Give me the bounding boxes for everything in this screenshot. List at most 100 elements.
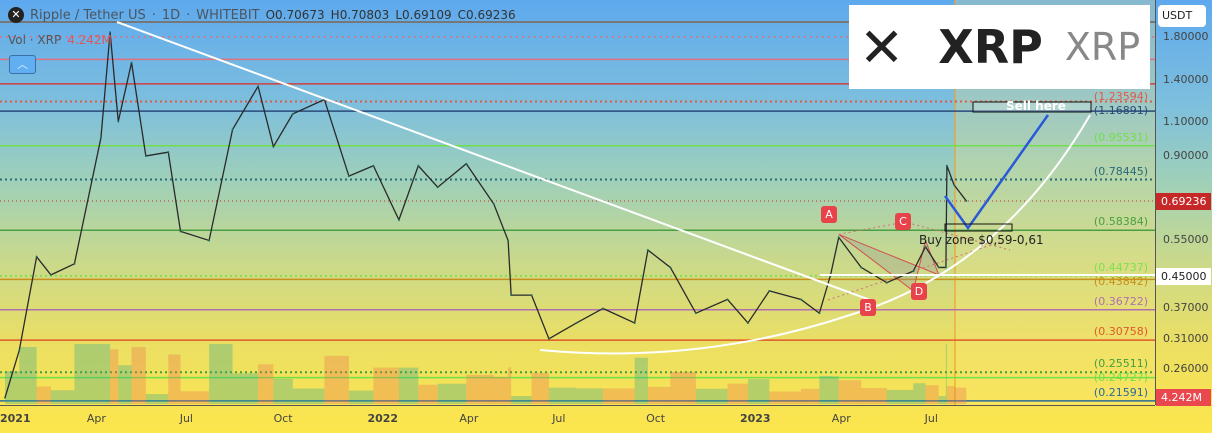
volume-bar: [886, 389, 914, 404]
price-point: [602, 307, 605, 310]
logo-name: XRP: [1064, 25, 1141, 69]
symbol-name[interactable]: Ripple / Tether US: [30, 7, 146, 23]
volume-bar: [324, 355, 349, 404]
volume-bar: [209, 344, 233, 404]
volume-legend: Vol · XRP 4.242M: [8, 33, 112, 47]
fib-level-label: (0.36722): [1093, 294, 1148, 308]
price-axis[interactable]: 1.80000 1.40000 1.10000 0.90000 0.55000 0.370…: [1155, 0, 1212, 405]
price-point: [179, 230, 182, 233]
price-point: [73, 262, 76, 265]
volume-bar: [348, 390, 374, 404]
volume-bar: [819, 375, 831, 404]
fib-level-label: (0.95531): [1093, 130, 1148, 144]
volume-bar: [747, 379, 770, 404]
price-point: [953, 183, 956, 186]
logo-ticker: XRP: [938, 20, 1043, 74]
volume-bar: [695, 388, 728, 404]
projection-path: [943, 114, 1050, 231]
chevron-up-icon: ︿: [17, 58, 28, 71]
volume-bar: [292, 388, 325, 404]
price-point: [912, 270, 915, 273]
volume-bar: [118, 365, 132, 404]
price-tick: 0.90000: [1163, 148, 1209, 162]
volume-bar: [838, 380, 862, 404]
fib-level-label: (0.43842): [1093, 274, 1148, 288]
volume-bar: [727, 383, 748, 404]
interval[interactable]: 1D: [161, 7, 181, 23]
volume-bar: [258, 364, 274, 404]
xrp-logo-icon: ✕: [859, 15, 905, 79]
price-point: [231, 128, 234, 131]
xrp-logo: ✕ XRP XRP: [849, 5, 1150, 89]
price-tick: 0.55000: [1163, 233, 1209, 247]
time-tick: Jul: [179, 412, 193, 425]
volume-bar: [670, 372, 696, 404]
ohlc-low: L0.69109: [395, 8, 452, 22]
price-point: [694, 312, 697, 315]
price-point: [117, 120, 120, 123]
volume-bar: [945, 344, 947, 404]
volume-bar: [273, 378, 293, 404]
price-point: [799, 298, 802, 301]
volume-bar: [946, 385, 955, 404]
price-point: [397, 218, 400, 221]
volume-bar: [576, 388, 604, 404]
volume-bar: [634, 357, 648, 404]
time-tick: Jul: [552, 412, 566, 425]
price-point: [167, 151, 170, 154]
price-point: [768, 289, 771, 292]
fib-level-label: (0.24727): [1093, 371, 1148, 385]
volume-bar: [36, 386, 51, 404]
price-point: [575, 321, 578, 324]
time-tick: Jul: [924, 412, 938, 425]
time-tick: Apr: [459, 412, 479, 425]
volume-bar: [913, 383, 926, 404]
volume-value: 4.242M: [67, 33, 112, 47]
time-tick: Oct: [646, 412, 666, 425]
xrp-symbol-icon: ✕: [8, 7, 24, 23]
pattern-point-D: D: [911, 283, 927, 300]
exchange: WHITEBIT: [196, 7, 260, 23]
price-point: [837, 236, 840, 239]
price-point: [4, 396, 6, 399]
price-tick: 1.80000: [1163, 30, 1209, 43]
price-point: [208, 239, 211, 242]
volume-bar: [168, 354, 181, 404]
volume-bar: [511, 396, 532, 404]
current-volume-tag: 4.242M: [1156, 389, 1211, 406]
price-point: [372, 164, 375, 167]
price-tick: 0.26000: [1163, 362, 1209, 376]
currency-selector[interactable]: USDT: [1158, 5, 1206, 27]
volume-bar: [493, 376, 509, 404]
time-axis[interactable]: 2021 Apr Jul Oct 2022 Apr Jul Oct 2023 Apr Jul: [0, 405, 1155, 433]
collapse-legend-button[interactable]: ︿: [9, 55, 36, 74]
price-point: [144, 154, 147, 157]
fib-level-label: (0.25511): [1093, 357, 1148, 371]
fib-level-label: (1.23594): [1093, 90, 1148, 103]
volume-bar: [769, 391, 801, 404]
price-point: [965, 199, 968, 202]
price-point: [669, 266, 672, 269]
price-point: [547, 337, 550, 340]
fib-level-label: (0.58384): [1093, 215, 1148, 229]
volume-label: Vol · XRP: [8, 33, 62, 47]
price-point: [492, 203, 495, 206]
time-tick: Apr: [86, 412, 106, 425]
price-point: [49, 273, 52, 276]
price-point: [35, 255, 38, 258]
price-point: [347, 175, 350, 178]
price-point: [510, 294, 513, 297]
volume-bar: [508, 367, 512, 404]
price-point: [860, 266, 863, 269]
price-point: [465, 162, 468, 165]
symbol-legend: ✕ Ripple / Tether US · 1D · WHITEBIT O0.70…: [8, 7, 516, 23]
price-point: [507, 239, 510, 242]
volume-bar: [19, 346, 37, 404]
pattern-point-C: C: [895, 213, 911, 230]
price-point: [885, 281, 888, 284]
price-tick: 0.37000: [1163, 301, 1209, 315]
volume-bar: [145, 394, 169, 404]
ohlc-close: C0.69236: [457, 8, 516, 22]
volume-bar: [418, 384, 438, 404]
price-point: [130, 61, 133, 64]
